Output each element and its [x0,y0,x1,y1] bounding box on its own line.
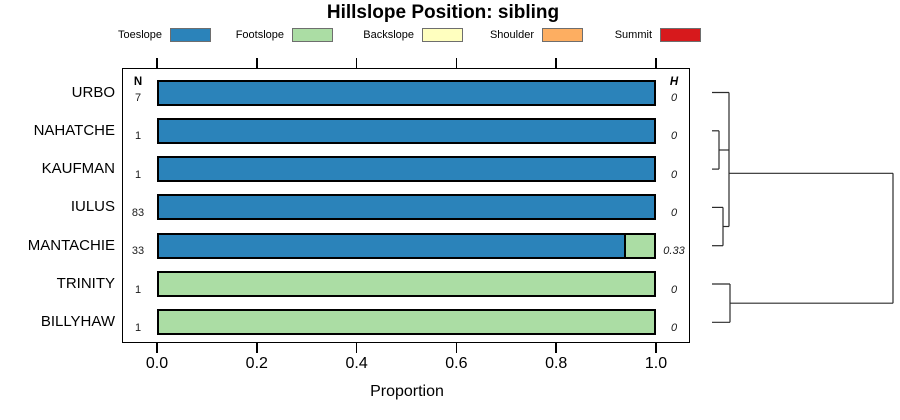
x-tick-label: 0.2 [245,355,268,372]
bar-segment-toeslope [159,158,654,181]
legend-swatch-summit [660,28,701,42]
n-value: 83 [131,206,145,219]
x-tick-bottom [555,343,557,353]
x-tick-top [555,58,557,68]
h-value: 0 [670,321,678,334]
row-label-billyhaw: BILLYHAW [40,313,115,331]
x-tick-label: 0.8 [545,355,568,372]
x-tick-label: 1.0 [644,355,668,372]
legend-swatch-toeslope [170,28,211,42]
n-value: 33 [131,245,145,258]
legend-label-summit: Summit [614,29,652,41]
h-value: 0 [670,130,678,143]
bar-billyhaw [157,309,656,336]
h-value: 0.33 [663,245,685,258]
bar-iulus [157,194,656,221]
legend-swatch-backslope [422,28,463,42]
x-tick-top [256,58,258,68]
h-value: 0 [670,206,678,219]
n-column-header: N [133,75,143,88]
row-label-kaufman: KAUFMAN [41,160,115,178]
legend-label-toeslope: Toeslope [117,29,162,41]
bar-nahatche [157,117,656,144]
legend-label-backslope: Backslope [363,29,414,41]
n-value: 1 [134,168,142,181]
bar-segment-toeslope [159,196,654,219]
bar-segment-footslope [159,311,654,334]
row-label-iulus: IULUS [70,198,115,216]
bar-segment-toeslope [159,81,654,104]
x-tick-bottom [156,343,158,353]
legend-swatch-shoulder [542,28,583,42]
n-value: 1 [134,321,142,334]
row-label-urbo: URBO [71,83,115,101]
h-value: 0 [670,283,678,296]
x-tick-top [156,58,158,68]
legend-label-footslope: Footslope [235,29,284,41]
x-tick-label: 0.6 [445,355,468,372]
h-value: 0 [670,92,678,104]
chart-title: Hillslope Position: sibling [326,2,560,23]
bar-segment-footslope [159,273,654,295]
plot-box [122,68,690,343]
bar-trinity [157,271,656,297]
x-tick-label: 0.4 [345,355,368,372]
x-tick-label: 0.0 [145,355,169,372]
h-column-header: H [669,75,679,88]
row-label-mantachie: MANTACHIE [27,236,115,254]
bar-segment-toeslope [159,234,625,257]
x-tick-top [355,58,358,68]
row-label-trinity: TRINITY [56,275,115,292]
legend-label-shoulder: Shoulder [489,29,534,41]
h-value: 0 [670,168,678,181]
x-tick-bottom [455,343,458,353]
x-tick-top [655,58,657,68]
x-tick-bottom [655,343,657,353]
x-tick-top [455,58,458,68]
legend-swatch-footslope [292,28,333,42]
n-value: 1 [134,283,142,296]
bar-segment-footslope [624,234,654,257]
bar-urbo [157,79,656,106]
x-tick-bottom [256,343,258,353]
bar-segment-toeslope [159,119,654,142]
bar-mantachie [157,232,656,259]
row-label-nahatche: NAHATCHE [33,121,115,139]
n-value: 1 [134,130,142,143]
n-value: 7 [134,92,142,104]
bar-kaufman [157,156,656,183]
x-tick-bottom [355,343,358,353]
x-axis-title: Proportion [370,383,444,400]
